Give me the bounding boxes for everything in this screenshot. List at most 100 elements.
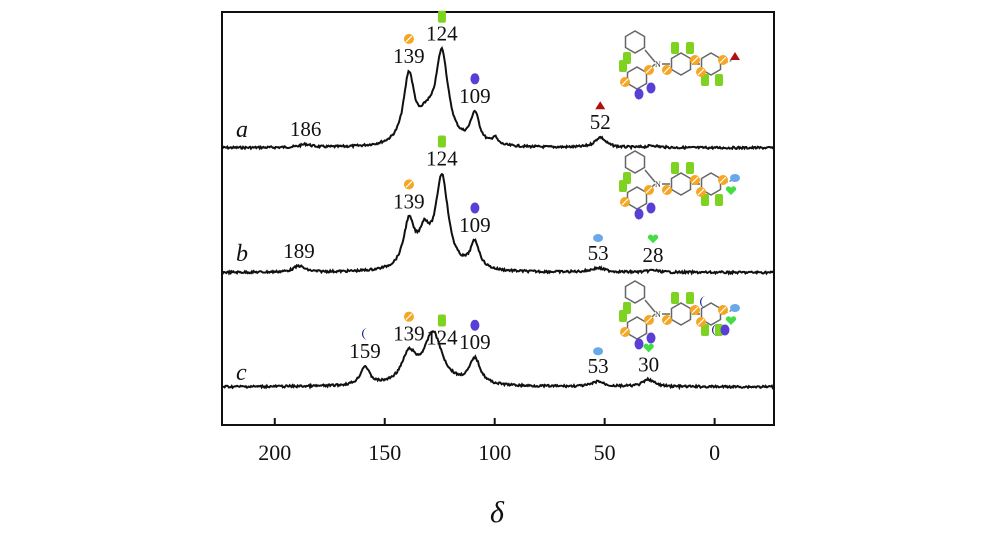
green-heart-marker	[647, 234, 659, 244]
purple-ellipse-marker	[720, 324, 730, 336]
nitrogen-atom: N	[655, 310, 661, 319]
peak-label-109: 109	[459, 330, 491, 354]
peak-label-186: 186	[290, 117, 322, 141]
peak-label-139: 139	[393, 44, 425, 68]
spectrum-trace-b	[221, 172, 775, 276]
x-tick-label: 0	[709, 440, 720, 465]
peak-label-109: 109	[459, 84, 491, 108]
bond	[644, 299, 656, 313]
marker-slash	[697, 318, 705, 326]
purple-ellipse-marker	[634, 208, 644, 220]
blue-ellipse-marker	[730, 304, 740, 312]
peak-label-53: 53	[588, 241, 609, 265]
peak-label-124: 124	[426, 325, 458, 349]
marker-slash	[405, 313, 413, 321]
marker-slash	[663, 186, 671, 194]
navy-crescent-marker	[361, 327, 368, 340]
peak-label-139: 139	[393, 322, 425, 346]
marker-slash	[621, 198, 629, 206]
purple-ellipse-marker	[646, 332, 656, 344]
red-triangle-marker	[595, 101, 606, 110]
purple-ellipse-marker	[634, 88, 644, 100]
bond	[644, 49, 656, 63]
marker-slash	[691, 176, 699, 184]
x-tick-label: 50	[594, 440, 616, 465]
phenyl-ring	[670, 302, 692, 326]
marker-slash	[405, 35, 413, 43]
green-heart-marker	[643, 343, 654, 353]
blue-ellipse-marker	[593, 234, 604, 243]
phenyl-ring	[670, 52, 692, 76]
purple-ellipse-marker	[646, 82, 656, 94]
peak-label-139: 139	[393, 189, 425, 213]
green-heart-marker	[725, 186, 737, 195]
purple-ellipse-marker	[470, 202, 480, 214]
x-tick-label: 100	[478, 440, 511, 465]
purple-ellipse-marker	[634, 338, 644, 350]
phenyl-ring	[670, 172, 692, 196]
marker-slash	[719, 176, 727, 184]
green-rect-marker	[671, 162, 679, 174]
peak-label-124: 124	[426, 22, 458, 46]
green-rect-marker	[437, 314, 446, 327]
peak-label-109: 109	[459, 213, 491, 237]
x-axis-label: δ	[490, 496, 505, 529]
trace-letter-c: c	[236, 360, 247, 386]
plot-frame	[221, 11, 775, 426]
marker-slash	[719, 56, 727, 64]
marker-slash	[645, 316, 653, 324]
x-tick-label: 200	[258, 440, 291, 465]
molecule-structures: N N N	[619, 30, 740, 350]
green-rect-marker	[701, 194, 709, 206]
green-rect-marker	[671, 292, 679, 304]
bond	[644, 169, 656, 183]
green-rect-marker	[701, 324, 709, 336]
purple-ellipse-marker	[646, 202, 656, 214]
marker-slash	[719, 306, 727, 314]
marker-slash	[621, 328, 629, 336]
navy-crescent-marker	[712, 324, 718, 336]
carbazole-ring	[624, 30, 646, 54]
peak-label-30: 30	[638, 352, 659, 376]
nitrogen-atom: N	[655, 60, 661, 69]
green-rect-marker	[619, 310, 627, 322]
green-rect-marker	[715, 194, 723, 206]
blue-ellipse-marker	[730, 174, 740, 182]
green-heart-marker	[725, 316, 737, 325]
green-rect-marker	[671, 42, 679, 54]
nitrogen-atom: N	[655, 180, 661, 189]
peak-label-52: 52	[590, 110, 611, 134]
marker-slash	[697, 68, 705, 76]
purple-ellipse-marker	[470, 73, 480, 85]
green-rect-marker	[619, 180, 627, 192]
peak-label-159: 159	[349, 339, 381, 363]
trace-letter-a: a	[236, 117, 248, 143]
carbazole-ring	[624, 150, 646, 174]
carbazole-ring	[624, 280, 646, 304]
green-rect-marker	[715, 324, 723, 336]
marker-slash	[691, 306, 699, 314]
marker-slash	[645, 186, 653, 194]
marker-slash	[645, 66, 653, 74]
purple-ellipse-marker	[470, 319, 480, 331]
green-rect-marker	[437, 10, 446, 23]
marker-slash	[405, 181, 413, 188]
marker-slash	[621, 78, 629, 86]
blue-ellipse-marker	[593, 347, 604, 356]
green-rect-marker	[686, 162, 694, 174]
carbazole-ring	[626, 316, 648, 340]
peak-label-53: 53	[588, 354, 609, 378]
marker-slash	[697, 188, 705, 196]
x-tick-label: 150	[368, 440, 401, 465]
carbazole-ring	[626, 66, 648, 90]
marker-slash	[663, 66, 671, 74]
trace-letter-b: b	[236, 241, 248, 267]
traces	[221, 45, 775, 391]
x-axis: 200 150 100 50 0	[258, 418, 720, 465]
green-rect-marker	[686, 292, 694, 304]
green-rect-marker	[686, 42, 694, 54]
marker-slash	[663, 316, 671, 324]
spectrum-trace-c	[221, 330, 775, 391]
